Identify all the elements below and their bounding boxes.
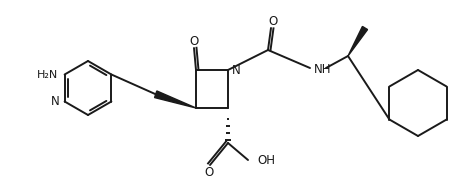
Polygon shape bbox=[348, 26, 368, 56]
Text: H₂N: H₂N bbox=[38, 70, 59, 80]
Text: N: N bbox=[51, 95, 60, 108]
Text: O: O bbox=[204, 166, 213, 179]
Text: N: N bbox=[232, 63, 241, 77]
Polygon shape bbox=[154, 91, 196, 108]
Text: O: O bbox=[268, 14, 278, 28]
Text: O: O bbox=[189, 34, 199, 48]
Text: NH: NH bbox=[314, 63, 332, 75]
Text: OH: OH bbox=[257, 154, 275, 166]
